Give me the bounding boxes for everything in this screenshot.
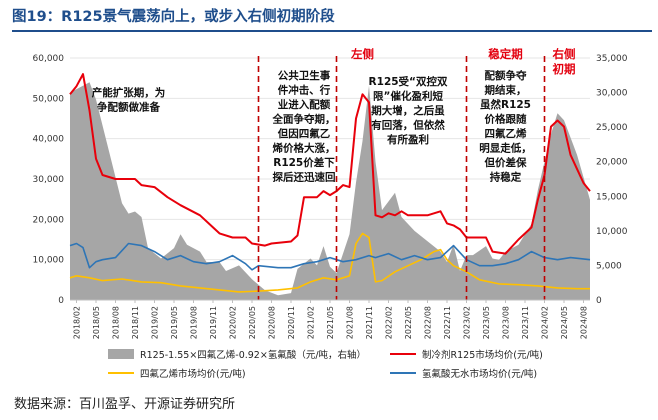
y-right-tick-label: 30,000 [596,89,628,99]
annotation-line: 配额争夺 [485,69,527,82]
x-tick-label: 2019/08 [190,306,199,339]
phase-label: 稳定期 [488,47,523,61]
annotation-line: 探后还迅速回 [273,171,336,184]
title-rule [12,30,652,32]
phase-label: 初期 [553,62,576,76]
x-tick-label: 2018/08 [112,306,121,339]
x-tick-label: 2019/05 [170,306,179,339]
y-left-tick-label: 60,000 [33,54,65,64]
x-tick-label: 2019/11 [209,306,218,339]
annotation-line: 明显走低， [479,142,532,155]
legend-label: 氢氟酸无水市场均价(元/吨) [422,368,537,380]
axes-layer: 0 10,000 20,000 30,000 40,000 50,000 60,000 0 5,… [33,54,628,339]
y-right-tick-label: 5,000 [596,261,622,271]
annotation-line: 争配额做准备 [97,101,160,114]
y-left-tick-label: 0 [58,296,64,306]
x-tick-label: 2022/11 [443,306,452,339]
x-tick-label: 2023/02 [463,306,472,339]
data-source: 数据来源：百川盈孚、开源证券研究所 [14,397,236,412]
x-tick-label: 2024/05 [560,306,569,339]
x-tick-label: 2023/05 [482,306,491,339]
annotation-line: 价格跟随 [485,113,527,126]
legend-label: 四氟乙烯市场均价(元/吨) [140,368,246,380]
x-tick-label: 2023/11 [521,306,530,339]
x-tick-label: 2020/05 [248,306,257,339]
annotation-line: 烯价格大涨， [273,142,336,155]
x-tick-label: 2020/11 [287,306,296,339]
annotation-line: 期大增，之后虽 [371,104,445,117]
y-right-tick-label: 0 [596,296,602,306]
annotation-line: 产能扩张期，为 [92,86,166,99]
legend-item: R125-1.55×四氟乙烯-0.92×氢氟酸（元/吨，右轴） [108,349,366,361]
x-tick-label: 2018/11 [131,306,140,339]
x-tick-label: 2022/02 [385,306,394,339]
phase-label: 右侧 [552,47,576,61]
x-tick-label: 2020/02 [229,306,238,339]
x-tick-label: 2024/02 [541,306,550,339]
x-tick-label: 2024/08 [580,306,589,339]
legend: R125-1.55×四氟乙烯-0.92×氢氟酸（元/吨，右轴） 制冷剂R125市场… [108,349,543,380]
y-left-tick-label: 50,000 [33,94,65,104]
annotation-line: 有所盈利 [387,133,429,146]
legend-label: 制冷剂R125市场均价(元/吨) [422,349,543,361]
figure-title: 图19：R125景气震荡向上，或步入右侧初期阶段 [12,9,335,25]
x-tick-label: 2021/05 [326,306,335,339]
y-left-tick-label: 30,000 [33,175,65,185]
x-tick-label: 2021/02 [307,306,316,339]
annotation-line: 但价差保 [484,156,527,169]
annotation-line: 虽然R125 [480,98,531,111]
x-tick-label: 2018/02 [73,306,82,339]
annotation-line: 件冲击、行 [278,84,331,97]
phase-divider-layer [257,56,546,300]
y-right-tick-label: 20,000 [596,158,628,168]
phase-label: 左侧 [350,47,374,61]
y-left-tick-label: 10,000 [33,256,65,266]
annotation-block: 公共卫生事件冲击、行业进入配额全面争夺期，但因四氟乙烯价格大涨，R125价差下探… [272,69,336,184]
annotation-line: 期结束， [485,84,527,97]
annotation-line: 持稳定 [490,171,522,184]
annotation-line: R125受“双控双 [369,75,448,88]
x-tick-label: 2022/05 [404,306,413,339]
x-tick-label: 2022/08 [424,306,433,339]
legend-item: 氢氟酸无水市场均价(元/吨) [390,368,537,380]
x-tick-label: 2018/05 [92,306,101,339]
y-left-tick-label: 20,000 [33,215,65,225]
x-tick-label: 2021/11 [365,306,374,339]
chart: 0 10,000 20,000 30,000 40,000 50,000 60,000 0 5,… [33,47,628,380]
annotation-line: 四氟乙烯 [485,127,527,140]
y-left-tick-label: 40,000 [33,135,65,145]
price-line [69,242,591,271]
annotation-line: 全面争夺期， [272,113,336,126]
x-tick-label: 2023/08 [502,306,511,339]
annotation-line: R125价差下 [273,156,335,169]
legend-item: 四氟乙烯市场均价(元/吨) [108,368,246,380]
y-right-tick-label: 25,000 [596,123,628,133]
annotation-line: 公共卫生事 [278,69,331,82]
price-line [69,73,591,255]
legend-label: R125-1.55×四氟乙烯-0.92×氢氟酸（元/吨，右轴） [140,349,366,361]
y-right-tick-label: 15,000 [596,192,628,202]
annotation-line: 限”催化盈利短 [373,90,443,103]
annotation-line: 业进入配额 [278,98,331,111]
x-tick-label: 2021/08 [346,306,355,339]
legend-swatch [108,349,134,359]
y-right-tick-label: 10,000 [596,227,628,237]
price-line-layer [69,73,591,293]
x-tick-label: 2020/08 [268,306,277,339]
x-tick-label: 2019/02 [151,306,160,339]
legend-item: 制冷剂R125市场均价(元/吨) [390,349,543,361]
y-right-tick-label: 35,000 [596,54,628,64]
annotation-line: 有回落，但依然 [371,119,445,132]
price-line [69,232,590,293]
annotation-line: 但因四氟乙 [277,127,331,140]
